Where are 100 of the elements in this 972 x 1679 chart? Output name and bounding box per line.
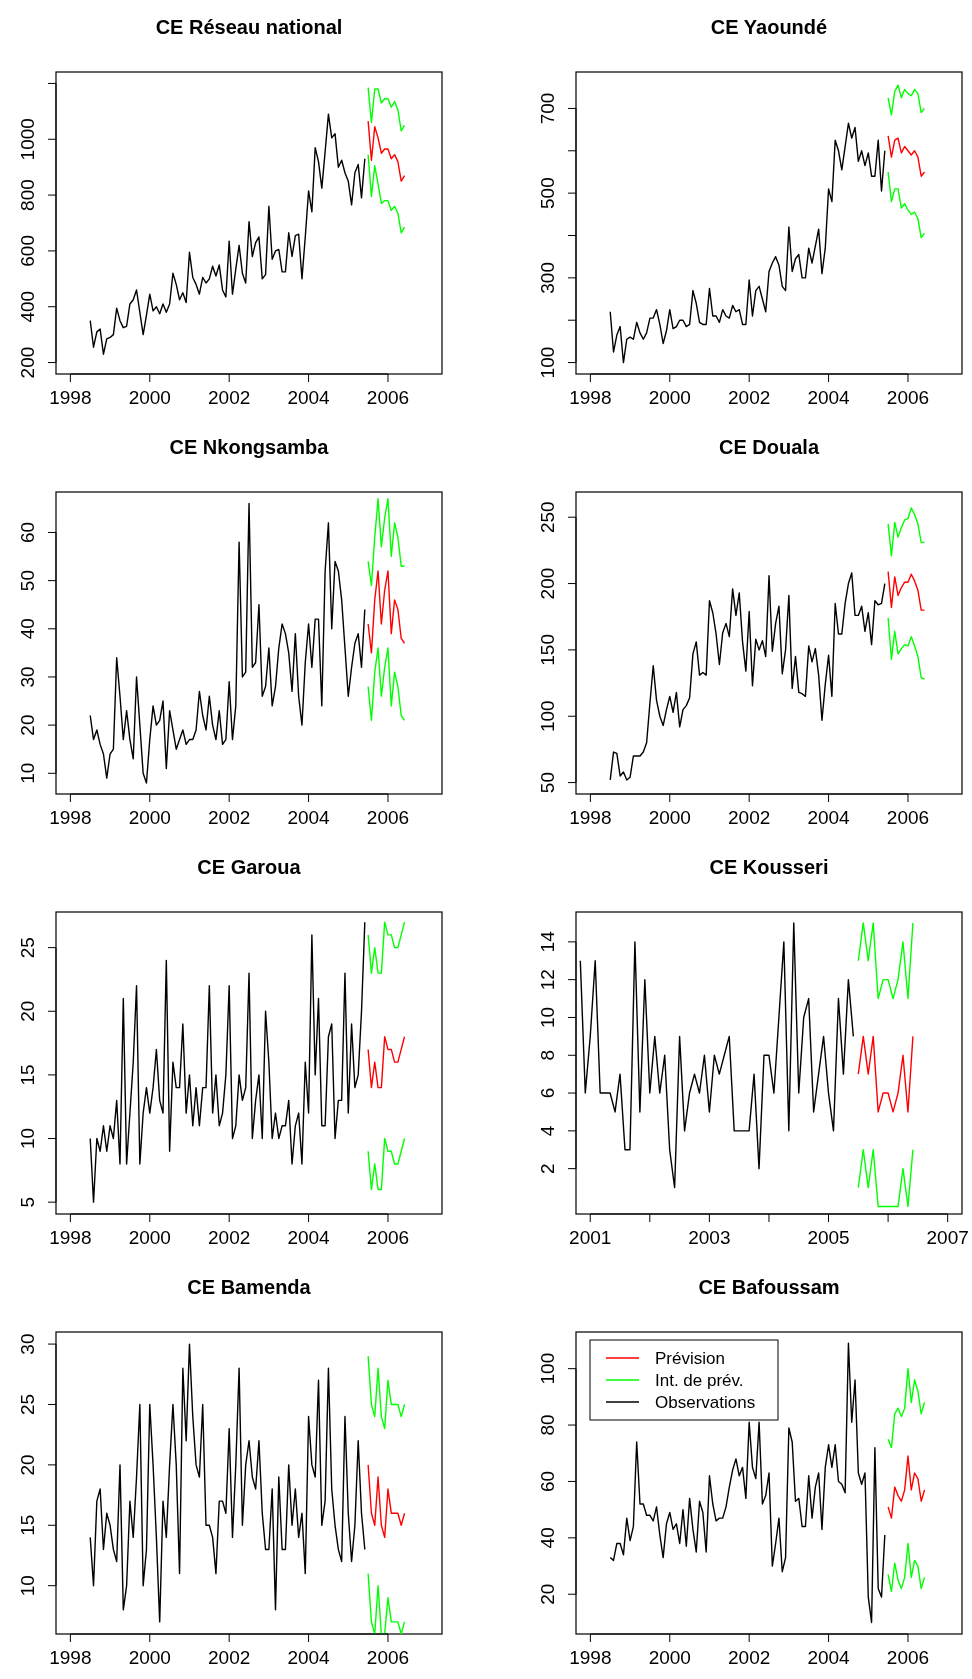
line-series <box>887 507 926 557</box>
x-tick-label: 2006 <box>366 1647 410 1668</box>
line-series <box>367 647 406 722</box>
line-series <box>887 84 926 116</box>
y-tick-label: 10 <box>17 1575 38 1597</box>
chart-title: CE Bafoussam <box>698 1276 840 1298</box>
line-series <box>367 153 406 234</box>
line-series <box>887 1542 926 1593</box>
x-tick-label: 2006 <box>366 1227 410 1248</box>
y-tick-label: 15 <box>17 1514 38 1536</box>
x-tick-label: 2004 <box>807 1647 851 1668</box>
y-tick-label: 14 <box>537 930 558 953</box>
line-series <box>367 1355 406 1430</box>
y-tick-label: 25 <box>17 937 38 959</box>
x-tick-label: 1998 <box>569 807 612 828</box>
x-tick-label: 2000 <box>128 1227 171 1248</box>
chart-title: CE Douala <box>718 436 820 458</box>
y-tick-label: 5 <box>17 1196 38 1208</box>
x-tick-label: 2000 <box>648 387 691 408</box>
line-series <box>857 922 914 1000</box>
y-tick-label: 50 <box>537 772 558 794</box>
line-series <box>367 1036 406 1089</box>
x-tick-label: 2002 <box>728 1647 771 1668</box>
x-tick-label: 2004 <box>287 387 331 408</box>
line-series <box>609 122 886 364</box>
x-tick-label: 1998 <box>49 387 92 408</box>
chart-title: CE Garoua <box>197 856 302 878</box>
line-series <box>857 1149 914 1208</box>
y-tick-label: 15 <box>17 1064 38 1086</box>
line-series <box>367 1572 406 1634</box>
x-tick-label: 2000 <box>128 1647 171 1668</box>
y-tick-label: 20 <box>537 1583 558 1605</box>
y-tick-label: 150 <box>537 634 558 666</box>
y-tick-label: 800 <box>17 179 38 211</box>
line-series <box>609 572 886 781</box>
line-series <box>89 1343 366 1623</box>
y-tick-label: 40 <box>537 1527 558 1549</box>
x-tick-label: 1998 <box>569 1647 612 1668</box>
x-tick-label: 2006 <box>886 807 930 828</box>
x-tick-label: 2002 <box>208 1227 251 1248</box>
line-series <box>887 617 926 680</box>
line-series <box>887 171 926 239</box>
line-series <box>367 921 406 974</box>
y-tick-label: 600 <box>17 235 38 267</box>
y-tick-label: 100 <box>537 700 558 733</box>
line-series <box>367 1137 406 1191</box>
y-tick-label: 20 <box>17 1000 38 1022</box>
chart-title: CE Bamenda <box>187 1276 312 1298</box>
line-series <box>367 498 406 587</box>
legend-label: Prévision <box>655 1348 725 1368</box>
y-tick-label: 80 <box>537 1414 558 1436</box>
x-tick-label: 2004 <box>287 1227 331 1248</box>
y-tick-label: 40 <box>17 618 38 640</box>
x-tick-label: 1998 <box>569 387 612 408</box>
chart-title: CE Kousseri <box>709 856 829 878</box>
x-tick-label: 2006 <box>366 387 410 408</box>
x-tick-label: 2006 <box>886 1647 930 1668</box>
line-series <box>367 570 406 654</box>
y-tick-label: 100 <box>537 346 558 379</box>
y-tick-label: 400 <box>17 290 38 323</box>
chart-title: CE Nkongsamba <box>169 436 330 458</box>
y-tick-label: 10 <box>17 762 38 784</box>
y-tick-label: 300 <box>537 262 558 294</box>
x-tick-label: 1998 <box>49 1647 92 1668</box>
x-tick-label: 2002 <box>208 387 251 408</box>
line-series <box>89 113 366 355</box>
y-tick-label: 10 <box>537 1006 558 1029</box>
y-tick-label: 20 <box>17 1454 38 1476</box>
x-tick-label: 2002 <box>208 1647 251 1668</box>
x-tick-label: 2007 <box>926 1227 969 1248</box>
y-tick-label: 1000 <box>17 118 38 161</box>
x-tick-label: 2002 <box>728 387 771 408</box>
y-tick-label: 8 <box>537 1049 558 1061</box>
y-tick-label: 6 <box>537 1087 558 1099</box>
y-tick-label: 25 <box>17 1393 38 1416</box>
x-tick-label: 2005 <box>807 1227 850 1248</box>
y-tick-label: 30 <box>17 1333 38 1355</box>
y-tick-label: 12 <box>537 969 558 991</box>
y-tick-label: 200 <box>17 346 38 379</box>
legend-label: Observations <box>655 1392 756 1412</box>
y-tick-label: 50 <box>17 570 38 592</box>
line-series <box>89 921 366 1203</box>
y-tick-label: 10 <box>17 1127 38 1150</box>
x-tick-label: 2004 <box>807 807 851 828</box>
x-tick-label: 2004 <box>807 387 851 408</box>
x-tick-label: 2004 <box>287 1647 331 1668</box>
line-series <box>579 922 855 1189</box>
x-tick-label: 2006 <box>886 387 930 408</box>
line-series <box>887 1367 926 1449</box>
x-tick-label: 2000 <box>128 387 171 408</box>
x-tick-label: 2000 <box>648 1647 691 1668</box>
x-tick-label: 2002 <box>728 807 771 828</box>
y-tick-label: 2 <box>537 1163 558 1174</box>
line-series <box>887 570 926 611</box>
chart-title: CE Yaoundé <box>710 16 828 38</box>
line-series <box>367 86 406 132</box>
x-tick-label: 2004 <box>287 807 331 828</box>
line-series <box>887 1455 926 1519</box>
x-tick-label: 2003 <box>688 1227 731 1248</box>
line-series <box>887 135 926 177</box>
